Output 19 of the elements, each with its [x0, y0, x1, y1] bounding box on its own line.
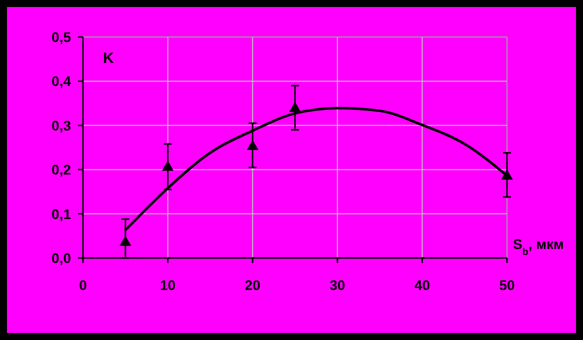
x-tick-label: 20 [244, 277, 261, 293]
point [246, 140, 258, 150]
point [162, 160, 174, 171]
y-tick-label: 0,5 [52, 29, 72, 45]
point [120, 236, 132, 246]
point [501, 169, 513, 180]
point [289, 102, 301, 112]
y-axis-title: K [103, 50, 114, 67]
y-tick-label: 0,1 [52, 206, 72, 222]
x-tick-label: 40 [414, 277, 430, 293]
x-tick-label: 30 [330, 277, 346, 293]
y-tick-label: 0,0 [52, 250, 72, 266]
x-tick-label: 0 [79, 277, 88, 293]
x-tick-label: 50 [499, 277, 515, 293]
y-tick-label: 0,3 [52, 117, 72, 134]
x-tick-label: 10 [160, 277, 176, 293]
y-tick-label: 0,4 [52, 73, 72, 90]
y-tick-label: 0,2 [52, 162, 72, 178]
x-axis-title: S$_{b}$, мкм [513, 236, 564, 258]
